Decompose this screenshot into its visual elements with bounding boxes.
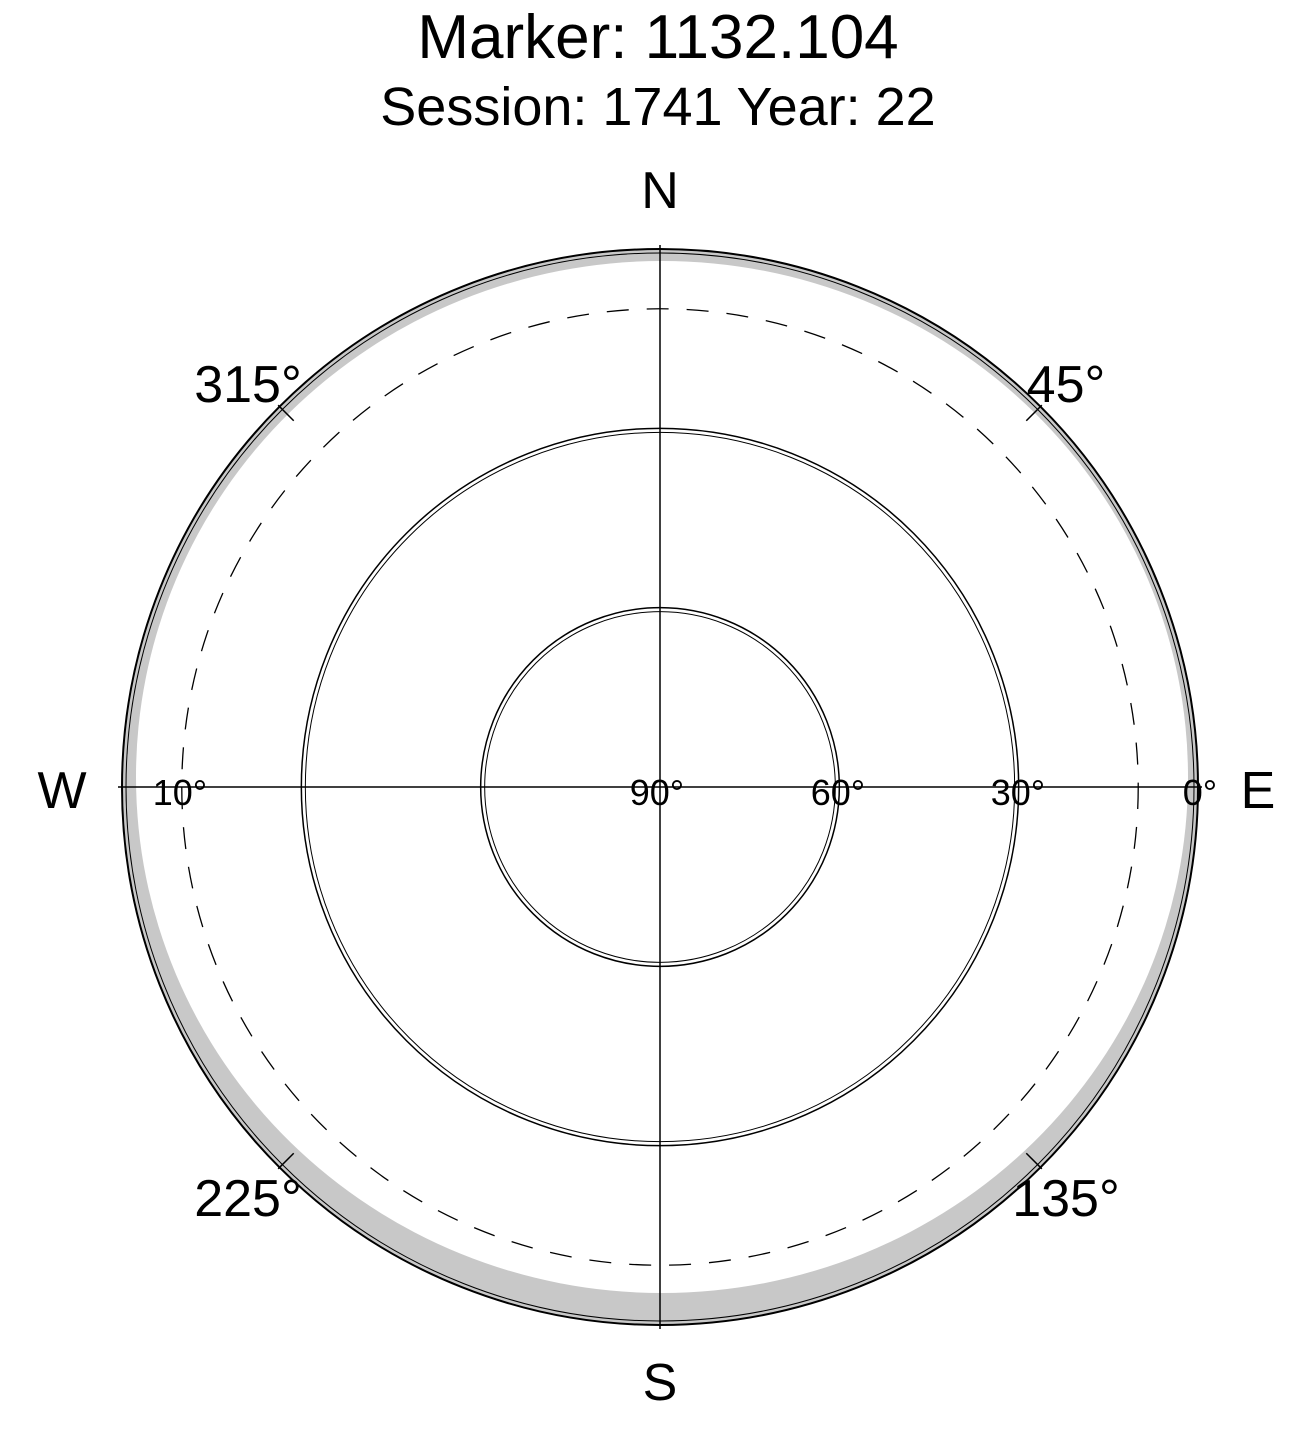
elevation-label-90: 90°: [630, 772, 684, 813]
azimuth-label-225: 225°: [194, 1170, 302, 1228]
azimuth-label-315: 315°: [194, 356, 302, 414]
elevation-label-0: 0°: [1183, 772, 1217, 813]
elevation-ring-30: [300, 427, 1020, 1147]
azimuth-label-45: 45°: [1027, 356, 1106, 414]
axis-labels: N S E W 45° 135° 225° 315° 0° 30° 60° 90…: [37, 162, 1275, 1412]
azimuth-label-135: 135°: [1012, 1170, 1120, 1228]
elevation-label-10: 10°: [153, 772, 207, 813]
azimuth-tick-135: [1025, 1152, 1043, 1170]
elevation-ring-inner-30: [304, 431, 1016, 1143]
north-label: N: [641, 162, 679, 220]
elevation-ring-60: [479, 606, 841, 968]
azimuth-tick-315: [277, 404, 295, 422]
azimuth-tick-225: [277, 1152, 295, 1170]
azimuth-tick-45: [1025, 404, 1043, 422]
elevation-ring-inner-60: [484, 611, 836, 963]
east-label: E: [1241, 762, 1276, 820]
cutoff-ring: [181, 308, 1139, 1266]
west-label: W: [37, 762, 86, 820]
chart-subtitle: Session: 1741 Year: 22: [380, 77, 936, 137]
visible-sky: [136, 261, 1188, 1293]
chart-title: Marker: 1132.104: [417, 3, 899, 72]
elevation-label-30: 30°: [991, 772, 1045, 813]
elevation-label-60: 60°: [811, 772, 865, 813]
south-label: S: [643, 1354, 678, 1412]
polar-grid: [118, 245, 1202, 1329]
